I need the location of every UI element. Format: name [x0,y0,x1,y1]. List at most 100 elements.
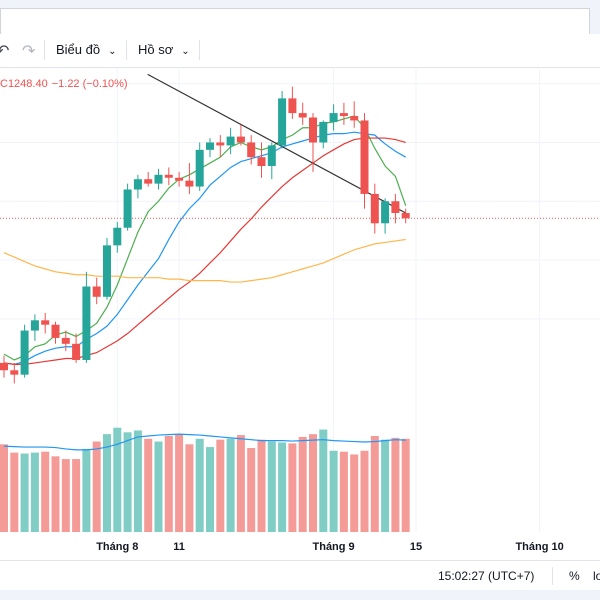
candle-body [247,142,255,157]
candle-body [134,179,142,189]
candle-body [21,331,29,375]
volume-bar [196,439,204,532]
footer-divider [552,567,553,585]
volume-bar [10,453,18,532]
candle-body [155,175,163,184]
candle-body [31,320,39,330]
candle-body [62,338,70,344]
volume-bar [185,444,193,532]
volume-bar [299,437,307,532]
candle-body [278,98,286,145]
volume-bar [0,444,8,532]
volume-bar [268,442,276,532]
volume-bar [144,439,152,532]
candle-body [113,228,121,246]
volume-bar [216,440,224,532]
candle-body [227,137,235,146]
volume-bar [124,432,132,532]
log-scale-button[interactable]: lo [593,569,600,583]
x-tick-label: Tháng 8 [96,541,138,553]
redo-icon[interactable]: ↷ [22,41,35,61]
volume-bar [134,430,142,532]
chevron-down-icon: ⌄ [108,46,116,57]
volume-bar [206,447,214,532]
volume-bar [41,452,49,532]
volume-bar [288,443,296,532]
volume-bar [258,440,266,532]
volume-bar [247,448,255,532]
status-bar: 15:02:27 (UTC+7) % lo [0,560,600,591]
toolbar-divider [44,40,45,60]
volume-bar [21,454,29,532]
volume-bar [381,440,389,532]
price-legend: C1248.40 −1.22 (−0.10%) [0,78,132,90]
volume-bar [361,451,369,532]
window-top-strip [0,0,600,35]
volume-bar [371,436,379,532]
candle-body [165,175,173,178]
chart-menu-button[interactable]: Biểu đồ ⌄ [56,40,116,60]
tab-strip [0,8,590,35]
ma-line-ma20 [4,138,406,364]
volume-bar [391,438,399,532]
volume-bar [340,452,348,532]
clock-timezone[interactable]: 15:02:27 (UTC+7) [438,569,534,583]
candle-body [288,98,296,113]
volume-bar [227,439,235,532]
x-tick-label: 15 [410,541,422,553]
candle-body [175,178,183,181]
volume-bar [52,456,60,532]
volume-bar [165,436,173,532]
candle-body [82,286,90,359]
candle-body [237,137,245,143]
candle-body [340,113,348,116]
candle-body [402,213,410,218]
candle-body [10,370,18,374]
candle-body [371,194,379,223]
undo-icon[interactable]: ↶ [0,41,9,61]
toolbar-divider [126,40,127,60]
price-chart[interactable]: Tháng 8 11 Tháng 9 15 Tháng 10 [0,67,600,560]
x-tick-label: 11 [173,541,185,553]
volume-bar [175,434,183,532]
candle-body [206,142,214,149]
candle-body [350,116,358,120]
volume-bar [402,439,410,532]
candle-body [124,190,132,228]
candle-body [52,325,60,338]
legend-change-value: −1.22 (−0.10%) [52,78,128,90]
candle-body [391,201,399,213]
candle-body [381,201,389,223]
candle-body [299,113,307,117]
profile-menu-button[interactable]: Hồ sơ ⌄ [138,40,190,60]
candle-body [216,142,224,145]
x-tick-label: Tháng 10 [515,541,563,553]
candle-body [319,122,327,143]
chevron-down-icon: ⌄ [181,46,189,57]
candle-body [144,179,152,183]
percent-scale-button[interactable]: % [569,569,580,583]
candle-body [258,157,266,166]
volume-bar [31,453,39,532]
volume-bar [155,442,163,532]
window-bottom-strip [0,590,600,600]
volume-bar [103,434,111,532]
volume-bar [278,442,286,532]
candle-body [196,150,204,187]
candle-body [41,320,49,324]
candle-body [268,145,276,166]
profile-menu-label: Hồ sơ [138,42,173,57]
volume-bar [93,442,101,532]
volume-bar [319,430,327,532]
x-tick-label: Tháng 9 [313,541,355,553]
candle-body [93,286,101,296]
volume-bar [309,434,317,532]
toolbar-divider [199,40,200,60]
volume-bar [72,459,80,532]
volume-bar [62,459,70,532]
candle-body [309,117,317,142]
chart-menu-label: Biểu đồ [56,42,100,57]
ma-line-ma10 [4,132,406,364]
candle-body [0,363,8,370]
ma-line-ma50 [4,239,406,282]
